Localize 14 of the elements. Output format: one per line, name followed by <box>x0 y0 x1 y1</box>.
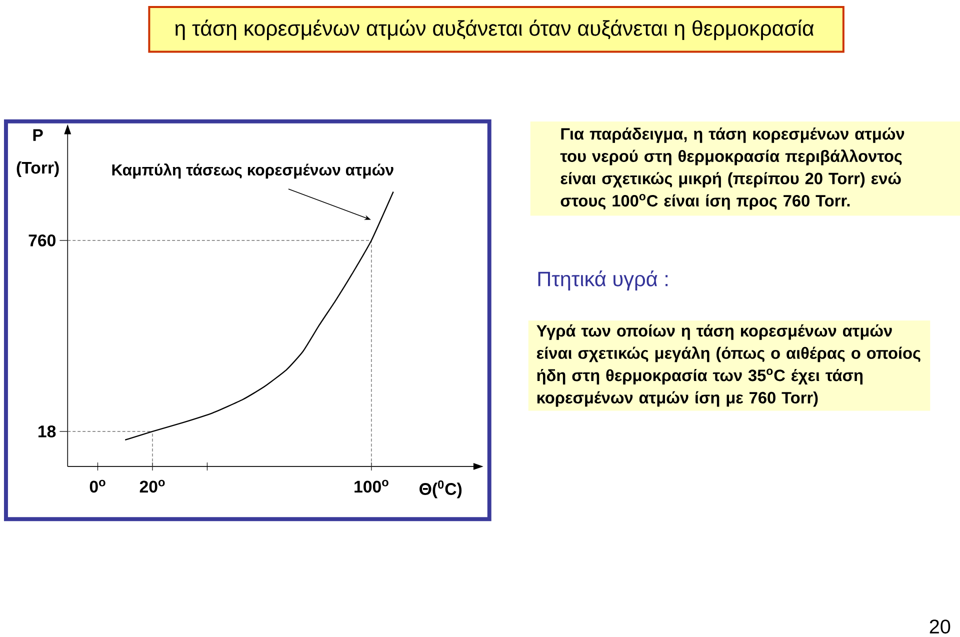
chart-title: η τάση κορεσμένων ατμών αυξάνεται όταν αυξάνεται η θερμοκρασία <box>175 20 814 40</box>
line-series <box>124 191 394 441</box>
x-tick-label: 100$^{o}$ <box>354 480 388 493</box>
text: P (Torr) <box>16 129 59 178</box>
text: 20 <box>930 620 950 634</box>
x-axis-title: Θ($^{0}$C) <box>420 480 462 498</box>
x-tick-label: 0$^{o}$ <box>90 480 106 493</box>
text: Για παράδειγμα, η τάση κορεσμένων ατμών του νερού στη θερμοκρασία περιβάλλοντος είναι σχετικώς μικρή (περίπου 20 Torr) ενώ στους 100$^{o}$C είναι ίση προς 760 Torr. <box>560 128 904 210</box>
text: Πτητικά υγρά : <box>538 270 668 291</box>
y-tick-label: 760 <box>28 234 56 246</box>
y-tick-label: 18 <box>38 426 56 438</box>
x-tick-label: 20$^{o}$ <box>140 480 165 493</box>
text: Υγρά των οποίων η τάση κορεσμένων ατμών είναι σχετικώς μεγάλη (όπως ο αιθέρας ο οποίος ήδη στη θερμοκρασία των 35$^{o}$C έχει τάση κορεσμένων ατμών ίση με 760 Torr) <box>536 324 920 407</box>
annotation: Καμπύλη τάσεως κορεσμένων ατμών <box>112 164 394 179</box>
